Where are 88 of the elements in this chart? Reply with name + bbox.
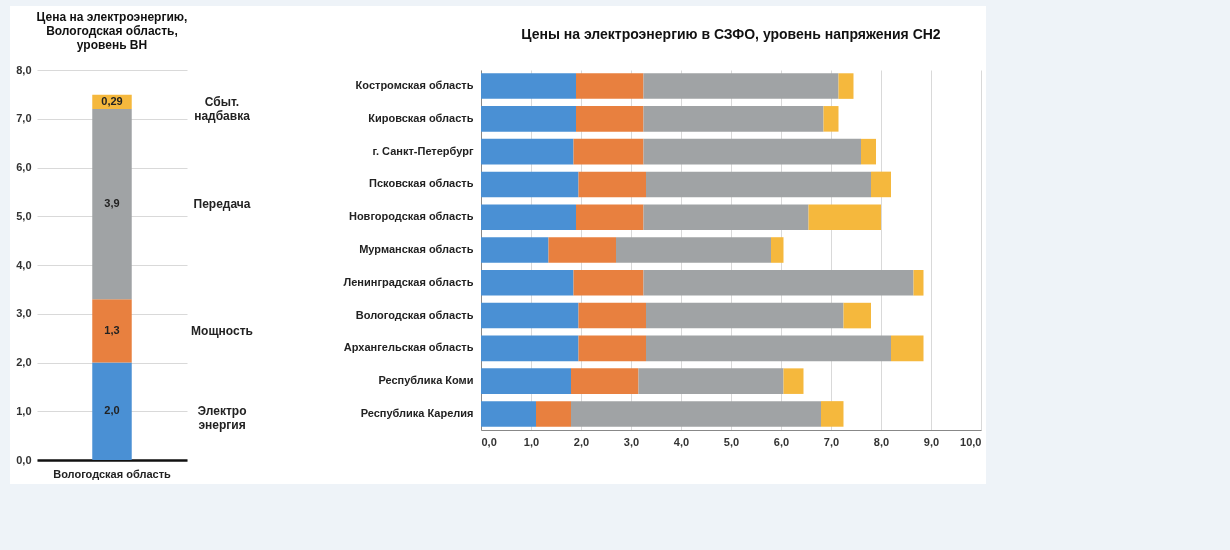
bar	[913, 270, 924, 296]
y-tick-label: Мурманская область	[359, 243, 474, 255]
bar	[481, 138, 574, 165]
bar	[548, 237, 616, 263]
text: Сбыт. надбавка	[194, 94, 251, 123]
bar	[578, 302, 646, 329]
y-tick-label: 6,0	[16, 161, 32, 173]
y-tick-label: Кировская область	[368, 111, 474, 124]
y-tick-label: 8,0	[16, 63, 32, 76]
y-tick-label: Ленинградская область	[343, 275, 474, 288]
bar	[92, 362, 132, 460]
bar	[571, 401, 821, 427]
y-tick-label: 3,0	[16, 307, 32, 320]
bar	[891, 335, 924, 362]
x-tick-label: 4,0	[673, 435, 690, 448]
bar	[573, 270, 644, 296]
data-label: 2,0	[104, 404, 120, 417]
bar	[578, 335, 646, 362]
bar	[843, 302, 871, 329]
bar	[783, 368, 804, 394]
y-tick-label: 4,0	[16, 258, 32, 271]
y-tick-label: Вологодская область	[355, 308, 474, 321]
chart-title: Цены на электроэнергию в СЗФО, уровень напряжения СН2	[521, 26, 941, 42]
bar	[643, 106, 824, 132]
y-tick-label: 0,0	[16, 453, 32, 466]
bar	[646, 335, 891, 362]
bar	[646, 302, 844, 329]
x-tick-label: 5,0	[723, 435, 740, 448]
x-tick-label: 10,0	[960, 435, 982, 448]
bar	[643, 270, 914, 296]
bar	[821, 401, 844, 427]
bar	[481, 171, 579, 198]
x-tick-label: 7,0	[823, 435, 840, 448]
bar	[536, 401, 571, 427]
bar	[481, 73, 576, 99]
bar	[643, 73, 839, 99]
data-label: 0,29	[101, 94, 123, 107]
x-tick-label: 8,0	[873, 435, 890, 448]
bar	[481, 270, 574, 296]
y-tick-label: Архангельская область	[343, 341, 474, 354]
bar	[481, 401, 536, 427]
text: Электро энергия	[197, 404, 247, 433]
text: Передача	[193, 197, 251, 212]
bar	[643, 138, 861, 165]
bar	[481, 237, 549, 263]
y-tick-label: Новгородская область	[348, 210, 474, 223]
bar	[576, 204, 644, 230]
x-tick-label: 0,0	[481, 435, 497, 448]
bar	[481, 335, 579, 362]
bar	[481, 106, 576, 132]
bar	[771, 237, 784, 263]
bar	[92, 109, 132, 300]
y-tick-label: 2,0	[16, 356, 32, 368]
data-label: 1,3	[104, 323, 120, 336]
y-tick-label: Республика Карелия	[360, 406, 474, 419]
bar	[646, 171, 871, 198]
data-label: 3,9	[104, 197, 120, 210]
x-tick-label: 6,0	[773, 435, 790, 448]
bar	[871, 171, 891, 198]
y-tick-label: Костромская область	[355, 79, 474, 92]
bar	[481, 204, 576, 230]
bar	[643, 204, 809, 230]
y-tick-label: Псковская область	[369, 177, 474, 190]
x-tick-label: 2,0	[573, 435, 590, 448]
bar	[481, 368, 571, 394]
bar	[481, 302, 579, 329]
bar	[573, 138, 644, 165]
y-tick-label: 1,0	[16, 404, 32, 417]
y-tick-label: 5,0	[16, 209, 32, 222]
x-tick-label: 9,0	[923, 435, 940, 448]
chart-title: Цена на электроэнергию, Вологодская область, уровень ВН	[36, 10, 188, 52]
bar	[838, 73, 854, 99]
y-tick-label: г. Санкт-Петербург	[372, 144, 474, 157]
bar	[576, 106, 644, 132]
bar	[578, 171, 646, 198]
x-tick-label: 1,0	[523, 435, 540, 448]
bar	[616, 237, 771, 263]
bar	[808, 204, 881, 230]
bar	[571, 368, 639, 394]
x-tick-label: 3,0	[623, 435, 640, 448]
bar	[92, 299, 132, 363]
bar	[638, 368, 784, 394]
y-tick-label: Республика Коми	[378, 374, 474, 387]
bar	[861, 138, 876, 165]
bar	[576, 73, 644, 99]
text: Мощность	[191, 323, 253, 338]
bar	[823, 106, 839, 132]
y-tick-label: 7,0	[16, 112, 32, 125]
